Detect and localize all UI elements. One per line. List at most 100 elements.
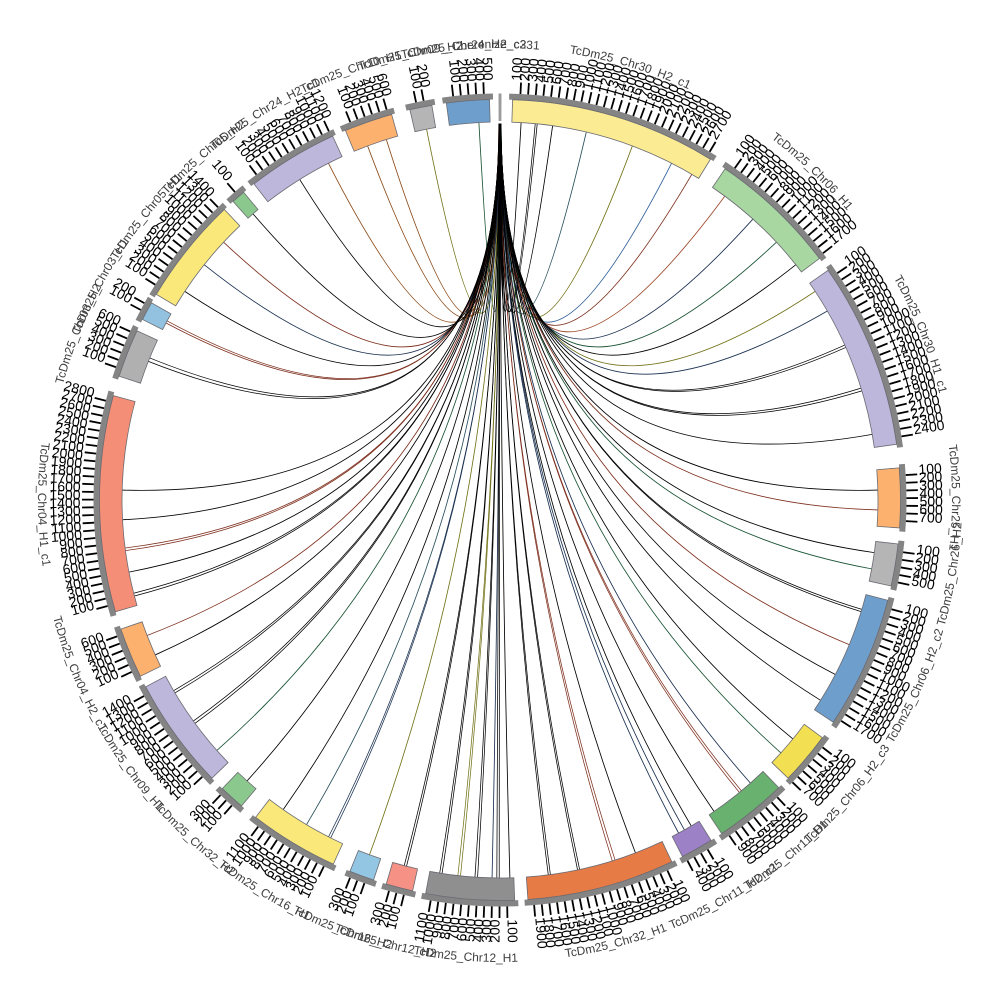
svg-text:200: 200 — [919, 468, 943, 485]
svg-text:1100: 1100 — [51, 518, 82, 536]
svg-text:1900: 1900 — [50, 453, 82, 471]
svg-text:2700: 2700 — [60, 386, 94, 409]
svg-text:1000: 1000 — [50, 526, 83, 545]
svg-text:1000: 1000 — [579, 57, 601, 91]
svg-text:500: 500 — [641, 890, 664, 918]
svg-text:400: 400 — [64, 573, 90, 594]
svg-text:500: 500 — [919, 493, 943, 509]
svg-text:200: 200 — [414, 63, 434, 89]
svg-text:500: 500 — [81, 636, 109, 659]
svg-text:TcDm25_Chr04_H1_c1: TcDm25_Chr04_H1_c1 — [35, 442, 54, 568]
svg-text:500: 500 — [910, 572, 936, 592]
svg-text:200: 200 — [375, 902, 396, 929]
svg-text:400: 400 — [919, 485, 943, 501]
svg-text:400: 400 — [358, 76, 381, 103]
svg-text:1700: 1700 — [50, 470, 82, 487]
svg-text:1800: 1800 — [50, 461, 82, 479]
svg-text:600: 600 — [891, 638, 919, 661]
svg-text:500: 500 — [63, 566, 89, 586]
svg-text:2200: 2200 — [53, 427, 86, 447]
svg-text:200: 200 — [454, 58, 472, 83]
svg-text:800: 800 — [59, 542, 84, 561]
svg-text:600: 600 — [548, 60, 567, 86]
svg-text:100: 100 — [340, 891, 363, 919]
svg-text:100: 100 — [69, 597, 96, 619]
svg-text:200: 200 — [83, 335, 111, 358]
svg-text:2400: 2400 — [912, 417, 945, 438]
svg-text:2800: 2800 — [62, 377, 96, 400]
svg-text:200: 200 — [901, 608, 928, 630]
svg-text:2600: 2600 — [59, 394, 93, 416]
svg-text:1900: 1900 — [532, 917, 551, 950]
svg-text:300: 300 — [65, 581, 92, 602]
svg-text:1400: 1400 — [49, 495, 81, 512]
svg-text:1200: 1200 — [595, 61, 618, 95]
svg-text:400: 400 — [912, 565, 938, 585]
svg-text:100: 100 — [406, 64, 427, 90]
svg-text:300: 300 — [899, 616, 926, 638]
svg-text:100: 100 — [916, 541, 941, 560]
svg-text:TcDm25_Chr25_H1: TcDm25_Chr25_H1 — [946, 444, 963, 552]
svg-text:300: 300 — [463, 57, 481, 82]
svg-text:200: 200 — [486, 919, 502, 943]
svg-text:100: 100 — [383, 904, 404, 931]
svg-text:500: 500 — [479, 57, 496, 81]
svg-text:400: 400 — [471, 57, 488, 81]
svg-text:2100: 2100 — [907, 392, 941, 414]
svg-text:100: 100 — [446, 59, 465, 84]
svg-text:200: 200 — [342, 81, 365, 109]
svg-text:2200: 2200 — [909, 400, 943, 422]
svg-text:400: 400 — [470, 918, 487, 942]
svg-text:500: 500 — [893, 631, 921, 654]
svg-text:300: 300 — [367, 900, 389, 927]
svg-text:700: 700 — [60, 550, 86, 569]
svg-text:1500: 1500 — [564, 912, 585, 946]
svg-text:600: 600 — [453, 917, 471, 942]
svg-text:400: 400 — [896, 623, 923, 646]
svg-text:2000: 2000 — [905, 383, 939, 406]
svg-text:1300: 1300 — [49, 502, 81, 519]
svg-text:700: 700 — [556, 61, 576, 87]
svg-text:2300: 2300 — [911, 408, 945, 429]
svg-text:500: 500 — [540, 59, 559, 84]
svg-text:1400: 1400 — [572, 911, 593, 945]
svg-text:1100: 1100 — [595, 905, 618, 938]
svg-text:1000: 1000 — [603, 903, 626, 937]
svg-text:1600: 1600 — [556, 914, 576, 947]
svg-text:300: 300 — [913, 557, 939, 577]
svg-text:600: 600 — [633, 893, 656, 920]
svg-text:700: 700 — [625, 895, 647, 922]
svg-text:1100: 1100 — [411, 911, 432, 944]
svg-text:1700: 1700 — [548, 915, 568, 948]
svg-text:900: 900 — [428, 914, 447, 939]
svg-text:300: 300 — [478, 919, 494, 943]
svg-text:1900: 1900 — [903, 375, 937, 398]
svg-text:100: 100 — [504, 919, 520, 943]
svg-text:900: 900 — [571, 63, 591, 89]
svg-text:400: 400 — [532, 58, 550, 83]
svg-text:900: 900 — [58, 534, 83, 553]
svg-text:1500: 1500 — [49, 487, 80, 503]
svg-text:100: 100 — [80, 343, 108, 366]
svg-text:600: 600 — [78, 628, 106, 651]
svg-text:700: 700 — [919, 509, 943, 526]
svg-text:300: 300 — [86, 327, 114, 350]
svg-text:1200: 1200 — [49, 510, 81, 528]
svg-text:1100: 1100 — [587, 60, 610, 93]
svg-text:1300: 1300 — [579, 909, 601, 943]
svg-text:1000: 1000 — [419, 912, 440, 945]
svg-text:300: 300 — [524, 58, 542, 83]
svg-text:200: 200 — [914, 549, 940, 568]
svg-text:200: 200 — [516, 57, 534, 82]
svg-text:100: 100 — [903, 600, 930, 622]
svg-text:100: 100 — [918, 460, 943, 477]
svg-text:800: 800 — [563, 62, 583, 88]
svg-text:500: 500 — [366, 73, 388, 100]
svg-text:800: 800 — [436, 915, 455, 940]
svg-text:2300: 2300 — [54, 419, 87, 440]
svg-text:800: 800 — [618, 898, 640, 925]
svg-text:2100: 2100 — [52, 436, 85, 455]
svg-text:1200: 1200 — [587, 907, 609, 941]
svg-text:600: 600 — [61, 558, 87, 578]
svg-text:1600: 1600 — [49, 478, 81, 495]
